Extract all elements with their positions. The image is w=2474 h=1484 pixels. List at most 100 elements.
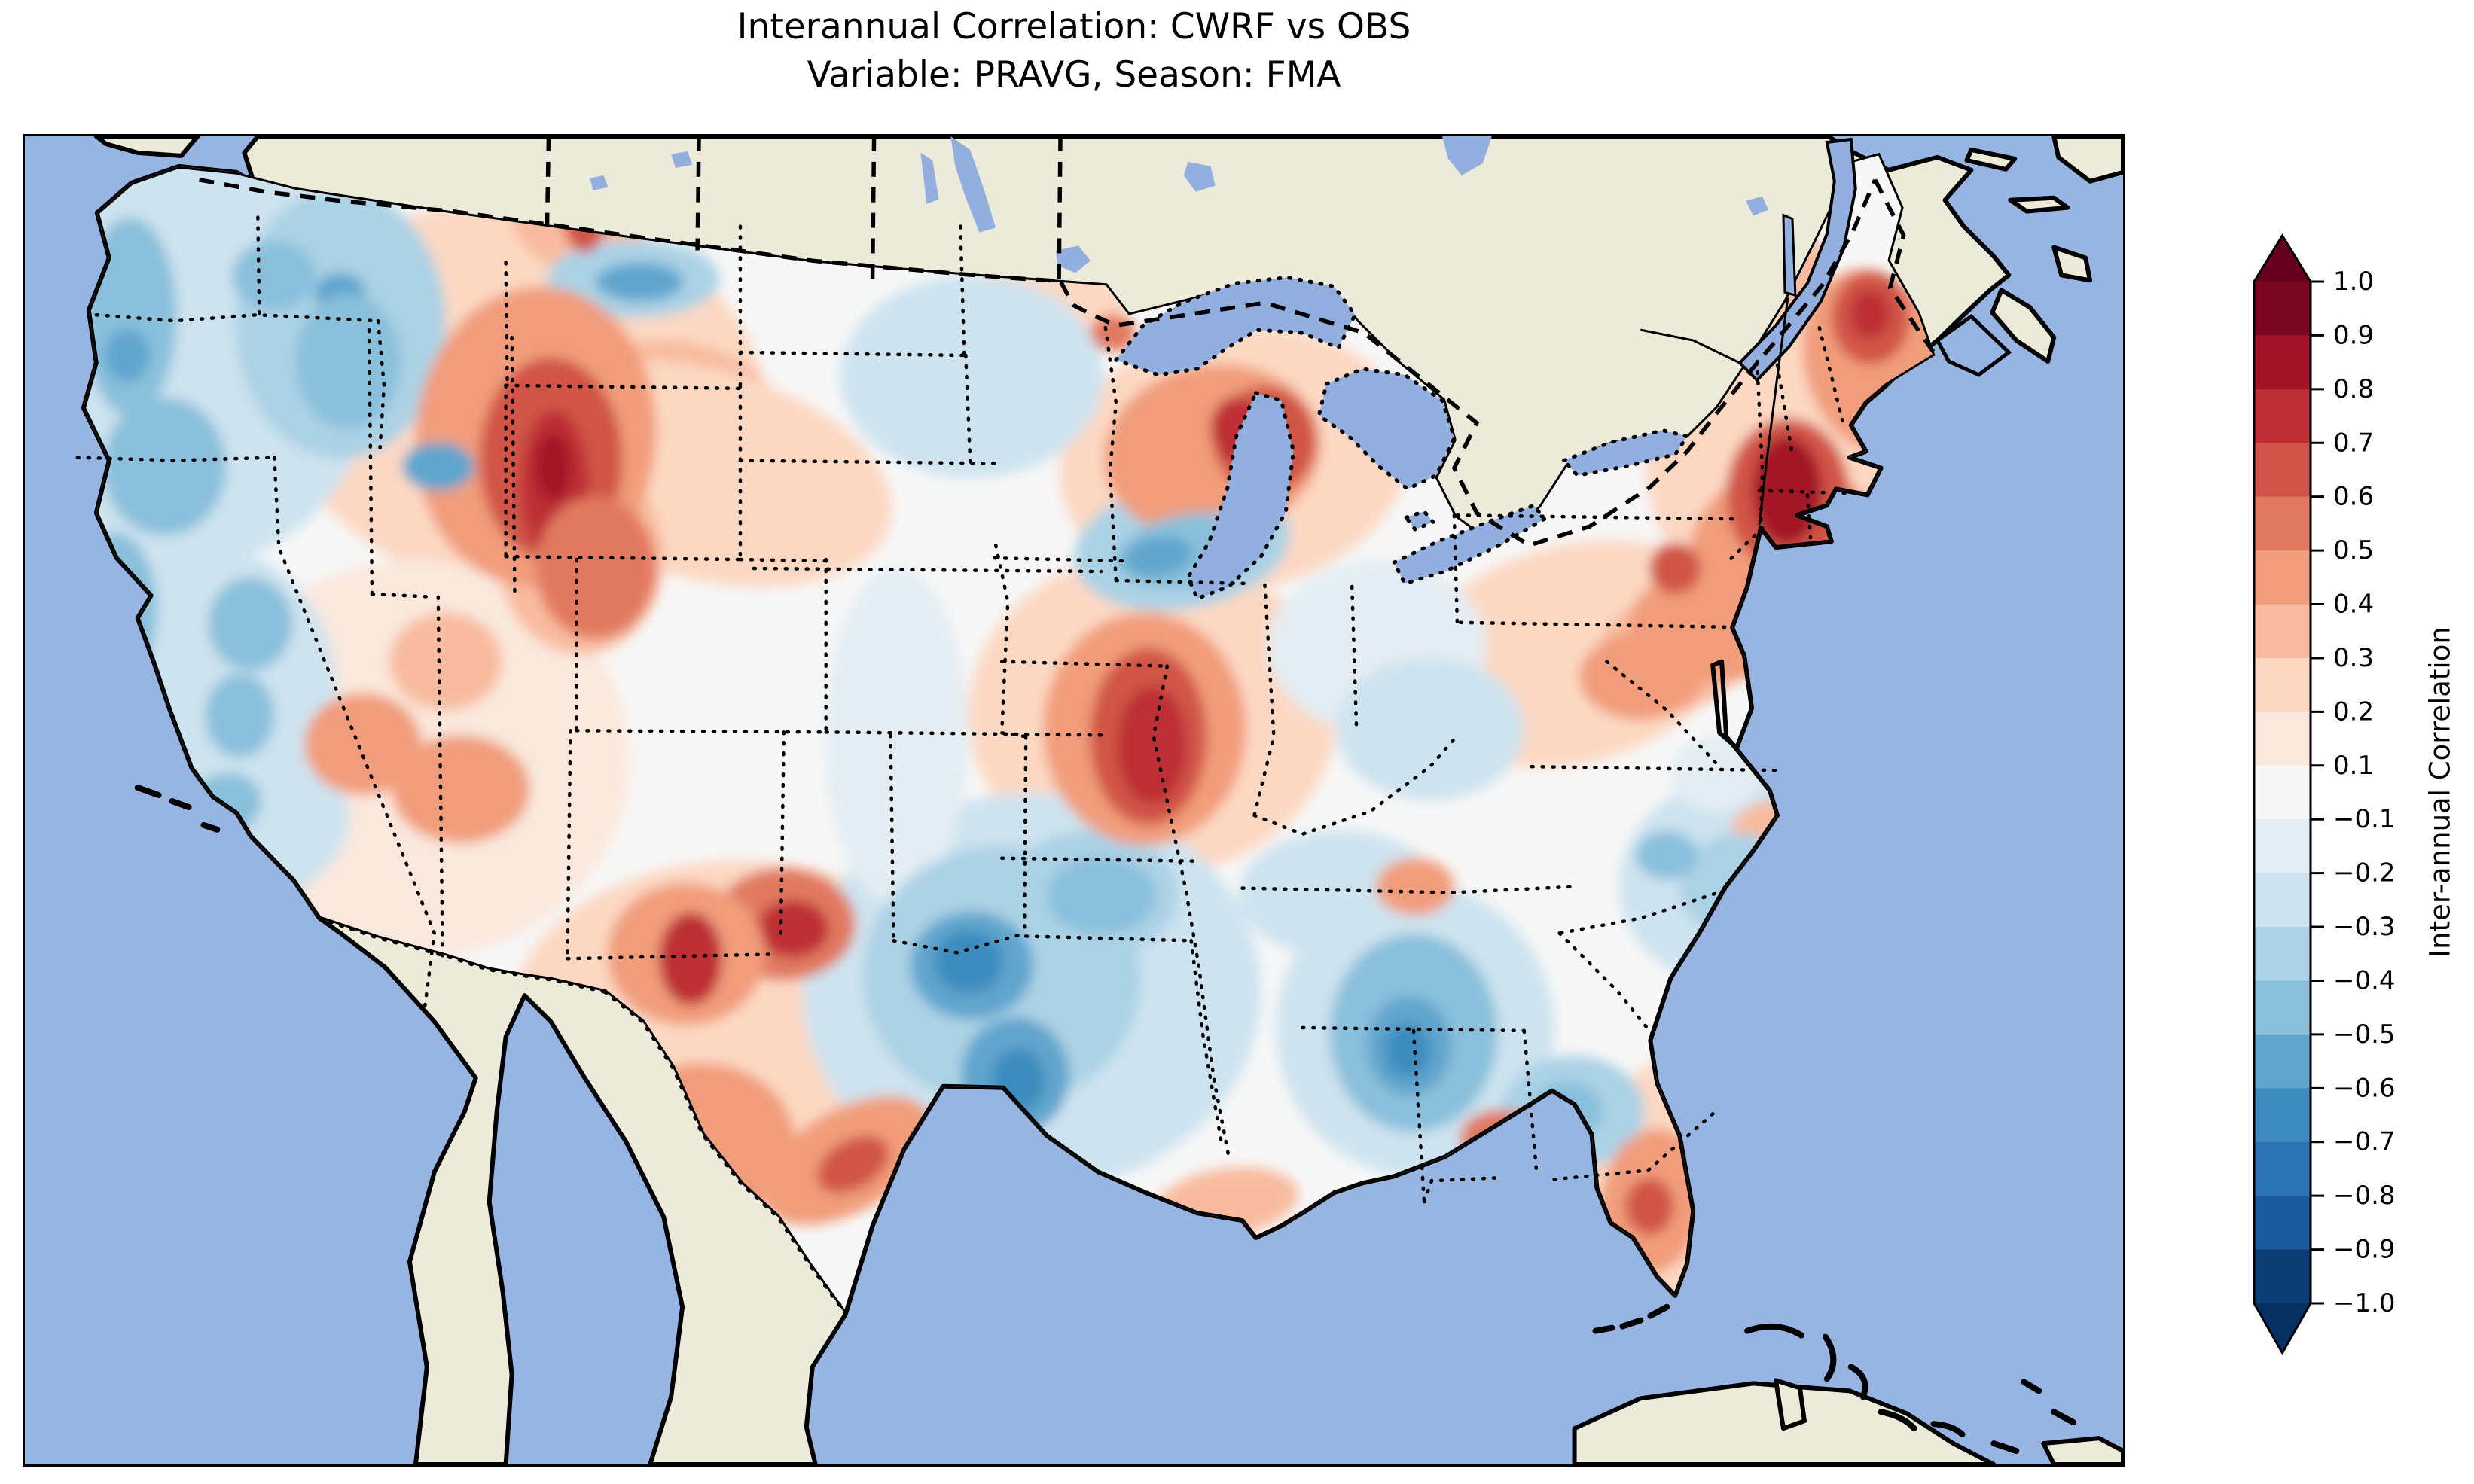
state-border <box>1458 620 1727 629</box>
colorbar-segment <box>2254 819 2311 874</box>
state-border <box>1103 325 1118 583</box>
state-border <box>504 383 743 391</box>
island <box>2051 136 2123 184</box>
state-border <box>824 730 1103 737</box>
colorbar-segment <box>2254 765 2311 820</box>
state-border <box>738 459 996 465</box>
state-border <box>1240 885 1575 894</box>
colorbar-tick-label: −0.3 <box>2333 912 2396 942</box>
colorbar-arrow-down <box>2254 1303 2311 1353</box>
state-border <box>504 554 743 562</box>
state-border <box>1757 489 1853 495</box>
state-border <box>367 328 374 598</box>
state-border <box>889 733 895 943</box>
lake <box>1183 161 1216 192</box>
colorbar-segment <box>2254 1249 2311 1304</box>
colorbar-segment <box>2254 550 2311 605</box>
lake <box>590 175 609 190</box>
island <box>93 136 200 158</box>
colorbar-segment <box>2254 1088 2311 1143</box>
colorbar-tick-label: −0.6 <box>2333 1073 2396 1103</box>
colorbar-arrow-up <box>2254 236 2311 282</box>
colorbar-tick-label: 0.6 <box>2333 482 2374 512</box>
state-border <box>1755 359 1765 529</box>
state-border <box>575 729 828 734</box>
lake <box>1441 136 1492 175</box>
state-border <box>1152 664 1231 1159</box>
colorbar-segment <box>2254 1034 2311 1089</box>
small-island <box>134 785 162 799</box>
canada-border <box>695 136 701 251</box>
colorbar-segment <box>2254 1141 2311 1196</box>
state-border <box>376 318 386 457</box>
great-lake <box>1404 509 1435 532</box>
lake-champlain <box>1782 213 1797 297</box>
state-border <box>436 595 445 962</box>
state-border <box>75 456 276 462</box>
state-border <box>273 456 437 1010</box>
state-border <box>1023 934 1193 943</box>
canada-border <box>1873 178 1939 359</box>
state-border <box>370 592 437 599</box>
title-line-2: Variable: PRAVG, Season: FMA <box>807 54 1341 96</box>
state-border <box>892 931 1028 955</box>
great-lake <box>1392 503 1547 586</box>
colorbar-segment <box>2254 657 2311 712</box>
state-border <box>959 224 966 356</box>
river <box>1758 297 1789 526</box>
colorbar-tick-label: −1.0 <box>2333 1288 2396 1318</box>
state-border <box>1552 1106 1722 1181</box>
state-border <box>1452 513 1460 625</box>
colorbar-tick-label: −0.8 <box>2333 1181 2396 1211</box>
colorbar-outline <box>2253 233 2312 1356</box>
colorbar-segment <box>2254 873 2311 928</box>
great-lake <box>1316 367 1457 491</box>
colorbar-segment <box>2254 604 2311 659</box>
great-lake <box>1562 428 1689 477</box>
small-island <box>169 798 192 810</box>
lake <box>950 136 996 233</box>
colorbar-segment <box>2254 980 2311 1035</box>
state-border <box>999 856 1199 863</box>
colorbar-segment <box>2254 335 2311 390</box>
island <box>2008 195 2070 214</box>
colorbar-tick-label: 0.9 <box>2333 320 2374 350</box>
bay-of-fundy <box>1935 313 2012 377</box>
correlation-map <box>25 136 2123 1464</box>
colorbar-segment <box>2254 389 2311 443</box>
colorbar-tick-label: −0.2 <box>2333 858 2396 888</box>
river <box>1640 328 1740 364</box>
colorbar-tick-label: 0.4 <box>2333 590 2374 620</box>
colorbar-segment <box>2254 712 2311 766</box>
colorbar-segment <box>2254 282 2311 337</box>
lake <box>671 151 693 168</box>
state-border <box>1114 578 1250 586</box>
island <box>1990 288 2057 364</box>
title-line-1: Interannual Correlation: CWRF vs OBS <box>737 6 1411 47</box>
state-border <box>566 729 572 961</box>
small-island <box>1619 1317 1644 1330</box>
colorbar-tick-label: 0.7 <box>2333 428 2374 458</box>
state-border <box>566 952 779 961</box>
state-border <box>504 261 509 388</box>
map-panel <box>23 134 2125 1467</box>
colorbar-tick-label: 0.8 <box>2333 374 2374 404</box>
state-border <box>779 730 786 935</box>
state-border <box>1530 764 1778 772</box>
island <box>2051 245 2093 283</box>
state-border <box>1350 584 1359 731</box>
small-island <box>1930 1421 1966 1438</box>
state-border <box>1605 660 1718 765</box>
state-border <box>1522 1028 1539 1178</box>
state-border <box>94 312 380 323</box>
great-lake <box>1114 275 1357 377</box>
colorbar-tick-label: 0.1 <box>2333 751 2374 781</box>
colorbar-tick-label: −0.9 <box>2333 1235 2396 1265</box>
island <box>1964 147 2018 172</box>
small-island <box>2021 1379 2042 1394</box>
small-island <box>1744 1323 1804 1339</box>
colorbar-segment <box>2254 1196 2311 1251</box>
state-border <box>1422 1176 1502 1204</box>
st-lawrence-river <box>1737 137 1857 382</box>
